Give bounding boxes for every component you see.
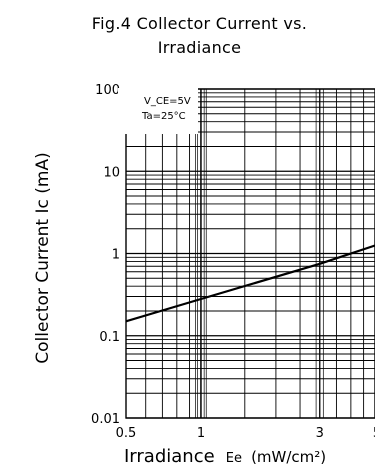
y-tick-label: 0.1 xyxy=(99,330,120,345)
condition-vce: V_CE=5V xyxy=(144,96,191,107)
x-axis-unit: (mW/cm²) xyxy=(251,448,326,466)
condition-ta: Ta=25°C xyxy=(141,111,186,122)
y-tick-label: 1 xyxy=(112,248,120,263)
x-axis-title: Irradiance Ee (mW/cm²) xyxy=(124,446,326,467)
x-axis-symbol: Ee xyxy=(226,451,242,466)
y-tick-label: 100 xyxy=(95,83,120,98)
x-tick-label: 0.5 xyxy=(116,426,137,441)
y-axis-title: Collector Current Ic (mA) xyxy=(33,152,53,363)
x-tick-label: 3 xyxy=(316,426,324,441)
chart-lines xyxy=(125,244,375,323)
x-tick-label: 5 xyxy=(373,426,375,441)
chart-title: Fig.4 Collector Current vs. xyxy=(91,14,308,33)
y-tick-label: 0.01 xyxy=(91,412,120,427)
chart-grid xyxy=(125,88,375,419)
plot-frame xyxy=(125,88,375,419)
chart-subtitle: Irradiance xyxy=(157,38,242,57)
y-tick-label: 10 xyxy=(103,165,120,180)
chart-ticks: 0.01 0.1 1 10 100 0.5 1 3 5 xyxy=(91,83,375,441)
x-axis-label: Irradiance xyxy=(124,446,215,467)
series-line-0 xyxy=(125,244,375,323)
x-tick-label: 1 xyxy=(197,426,205,441)
conditions-box xyxy=(118,88,198,134)
